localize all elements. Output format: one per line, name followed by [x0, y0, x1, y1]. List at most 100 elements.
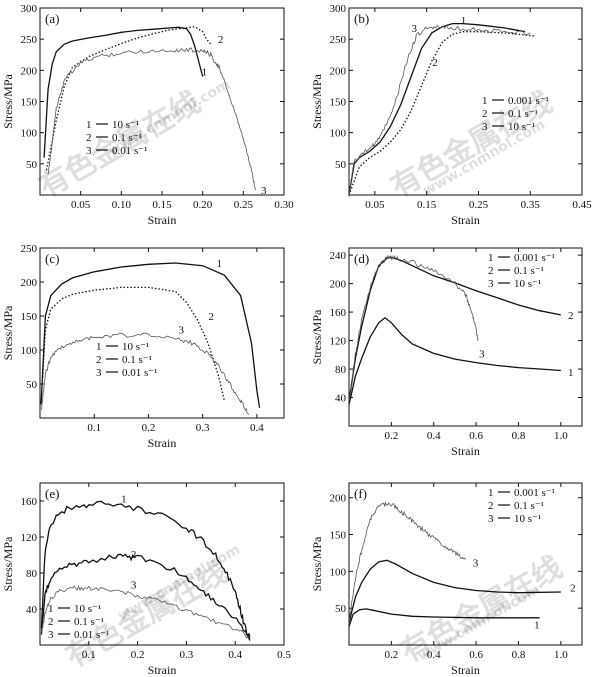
x-tick-label: 0.2 [384, 430, 398, 442]
legend-number: 1 [86, 119, 92, 131]
legend-number: 1 [488, 252, 494, 264]
series-label: 3 [473, 558, 479, 570]
y-tick-label: 150 [21, 97, 38, 109]
legend-number: 3 [482, 121, 488, 133]
y-tick-label: 100 [330, 566, 347, 578]
legend-label: 10 s⁻¹ [514, 278, 541, 290]
x-tick-label: 1.0 [554, 430, 568, 442]
series-line [40, 500, 251, 640]
plot-frame [39, 247, 285, 419]
legend-number: 2 [48, 616, 54, 628]
series-line [348, 24, 531, 197]
series-label: 2 [208, 311, 214, 323]
y-tick-label: 40 [26, 604, 38, 616]
x-tick-label: 0.2 [142, 422, 156, 434]
series-label: 2 [218, 34, 224, 46]
y-tick-label: 200 [21, 277, 38, 289]
x-axis-label: Strain [148, 213, 177, 227]
y-tick-label: 200 [21, 65, 38, 77]
y-tick-label: 50 [26, 159, 38, 171]
x-tick-label: 0.8 [512, 649, 526, 661]
y-tick-label: 100 [21, 345, 38, 357]
y-tick-label: 200 [330, 279, 347, 291]
series-line [348, 254, 479, 401]
series-label: 2 [570, 583, 576, 595]
panel-label: (f) [354, 486, 367, 501]
x-tick-label: 0.3 [180, 649, 194, 661]
x-tick-label: 0.6 [469, 430, 483, 442]
x-tick-label: 1.0 [554, 649, 568, 661]
y-tick-label: 300 [21, 3, 38, 15]
y-tick-label: 160 [21, 496, 38, 508]
chart-panel: 0.1 0.2 0.3 0.4 0.5 40 80 120 160 Strain Stress/MP… [1, 482, 291, 677]
y-axis-label: Stress/MPa [310, 309, 324, 364]
x-tick-label: 0.5 [277, 649, 291, 661]
x-tick-label: 0.05 [365, 199, 385, 211]
legend-number: 1 [96, 341, 102, 353]
x-tick-label: 0.35 [521, 199, 541, 211]
legend-label: 10 s⁻¹ [122, 341, 149, 353]
series-line [43, 26, 204, 158]
series-label: 3 [131, 580, 137, 592]
legend-label: 0.1 s⁻¹ [74, 616, 104, 628]
legend-label: 10 s⁻¹ [74, 603, 101, 615]
series-line [45, 26, 212, 171]
x-axis-label: Strain [451, 213, 480, 227]
legend-number: 1 [488, 487, 494, 499]
legend-label: 10 s⁻¹ [508, 121, 535, 133]
legend-number: 2 [488, 265, 494, 277]
y-tick-label: 50 [335, 159, 347, 171]
panel-label: (d) [354, 251, 369, 266]
x-tick-label: 0.15 [417, 199, 437, 211]
series-label: 1 [568, 367, 574, 379]
x-axis-label: Strain [451, 663, 480, 677]
x-tick-label: 0.4 [427, 649, 441, 661]
series-label: 3 [261, 185, 267, 197]
series-line [41, 332, 250, 415]
x-tick-label: 0.30 [274, 199, 294, 211]
series-line [348, 31, 536, 196]
y-tick-label: 40 [335, 393, 347, 405]
y-tick-label: 50 [335, 603, 347, 615]
chart-panel: 0.05 0.10 0.15 0.20 0.25 0.305010015020025030… [1, 3, 294, 227]
legend-number: 1 [48, 603, 54, 615]
legend-number: 3 [86, 145, 92, 157]
series-line [348, 559, 561, 624]
x-axis-label: Strain [451, 444, 480, 458]
y-tick-label: 250 [21, 34, 38, 46]
y-tick-label: 300 [330, 3, 347, 15]
legend-label: 0.001 s⁻¹ [514, 487, 555, 499]
series-line [47, 47, 256, 191]
plot-frame [348, 482, 583, 646]
x-tick-label: 0.45 [572, 199, 592, 211]
series-label: 2 [432, 57, 438, 69]
y-tick-label: 120 [330, 336, 347, 348]
plot-frame [348, 247, 583, 427]
x-tick-label: 0.2 [384, 649, 398, 661]
series-label: 1 [202, 67, 208, 79]
y-tick-label: 200 [330, 493, 347, 505]
y-tick-label: 150 [330, 97, 347, 109]
legend-number: 3 [96, 367, 102, 379]
y-tick-label: 200 [330, 65, 347, 77]
x-tick-label: 0.2 [131, 649, 145, 661]
legend-label: 0.1 s⁻¹ [112, 132, 142, 144]
panel-label: (c) [45, 251, 59, 266]
plot-frame [39, 7, 285, 196]
panel-label: (e) [45, 486, 59, 501]
x-tick-label: 0.1 [87, 422, 101, 434]
series-line [348, 608, 540, 627]
legend-label: 10 s⁻¹ [112, 119, 139, 131]
x-tick-label: 0.4 [427, 430, 441, 442]
series-line [348, 501, 466, 625]
series-line [42, 286, 226, 402]
series-label: 1 [461, 15, 467, 27]
y-tick-label: 50 [26, 379, 38, 391]
y-tick-label: 80 [26, 568, 38, 580]
y-tick-label: 100 [21, 128, 38, 140]
y-tick-label: 80 [335, 364, 347, 376]
legend-label: 0.001 s⁻¹ [514, 252, 555, 264]
y-tick-label: 250 [330, 34, 347, 46]
legend-number: 2 [96, 354, 102, 366]
